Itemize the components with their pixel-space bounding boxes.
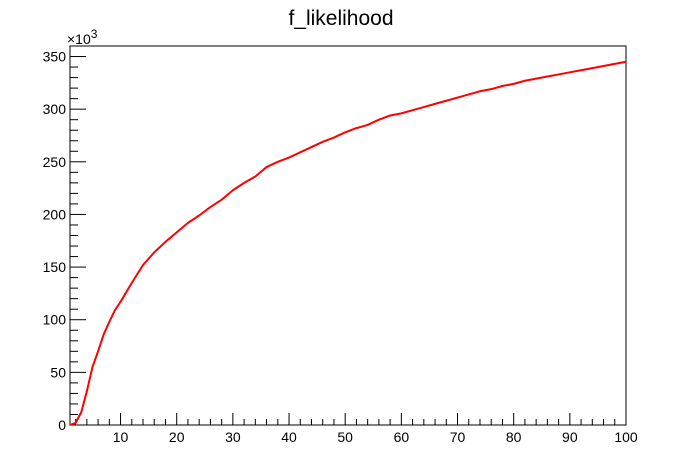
data-point [445, 99, 448, 102]
y-tick-label: 0 [58, 417, 66, 433]
data-point [119, 301, 122, 303]
x-tick-label: 20 [169, 429, 185, 445]
data-point [434, 103, 436, 105]
data-point [344, 131, 346, 134]
data-point [130, 282, 133, 284]
data-point [400, 112, 403, 115]
axis-ticks [70, 45, 627, 426]
y-tick-label: 200 [43, 206, 67, 222]
data-point [591, 67, 594, 69]
data-point [310, 146, 313, 148]
data-point [164, 241, 167, 243]
data-point [265, 166, 268, 168]
data-point [524, 79, 526, 82]
y-multiplier-label: ×103 [67, 27, 98, 47]
data-point [276, 161, 279, 163]
chart-title: f_likelihood [288, 7, 393, 30]
data-point [69, 424, 71, 426]
data-point [102, 333, 105, 336]
y-tick-label: 300 [43, 101, 67, 117]
series-line [69, 60, 627, 426]
data-point [232, 189, 234, 192]
data-point [142, 264, 144, 266]
x-tick-label: 80 [506, 429, 522, 445]
data-point [378, 118, 380, 121]
data-point [501, 85, 504, 87]
data-point [220, 198, 223, 201]
data-point [175, 231, 178, 234]
x-tick-labels: 10 20 30 40 50 60 70 80 90 100 [113, 429, 638, 445]
data-point [512, 83, 515, 85]
data-point [613, 63, 616, 65]
series-points [69, 60, 627, 426]
y-tick-label: 250 [43, 154, 67, 170]
data-point [153, 251, 156, 254]
data-point [423, 106, 425, 108]
data-point [479, 90, 481, 93]
y-tick-label: 100 [43, 312, 67, 328]
data-point [467, 93, 470, 96]
data-point [254, 175, 257, 178]
data-point [602, 65, 605, 67]
data-point [91, 366, 94, 368]
x-tick-label: 30 [225, 429, 241, 445]
data-point [198, 214, 200, 217]
x-tick-label: 60 [394, 429, 410, 445]
data-point [108, 321, 111, 323]
data-point [389, 114, 391, 117]
x-tick-label: 10 [113, 429, 129, 445]
x-tick-label: 90 [562, 429, 578, 445]
y-tick-label: 350 [43, 49, 67, 65]
data-point [546, 75, 549, 78]
y-tick-label: 50 [50, 364, 66, 380]
data-point [114, 309, 116, 312]
data-point [80, 411, 83, 414]
data-point [321, 141, 324, 143]
data-point [625, 60, 627, 63]
plot-frame [69, 45, 627, 426]
data-point [333, 136, 335, 139]
data-point [355, 127, 358, 129]
x-tick-label: 50 [337, 429, 353, 445]
data-point [535, 77, 537, 80]
y-tick-labels: 0 50 100 150 200 250 300 350 [43, 49, 67, 433]
x-tick-label: 40 [281, 429, 297, 445]
data-point [97, 350, 99, 353]
y-tick-label: 150 [43, 259, 67, 275]
data-point [411, 109, 414, 112]
data-point [209, 206, 212, 208]
x-tick-label: 70 [450, 429, 466, 445]
data-point [74, 422, 77, 424]
data-point [569, 71, 571, 74]
data-point [456, 96, 459, 99]
x-tick-label: 100 [614, 429, 638, 445]
data-point [580, 69, 582, 72]
data-point [187, 222, 189, 224]
data-point [299, 151, 302, 154]
data-point [490, 88, 493, 90]
data-point [243, 182, 245, 184]
data-point [86, 390, 88, 393]
data-point [366, 124, 369, 126]
data-point [557, 73, 560, 76]
data-point [288, 156, 290, 159]
